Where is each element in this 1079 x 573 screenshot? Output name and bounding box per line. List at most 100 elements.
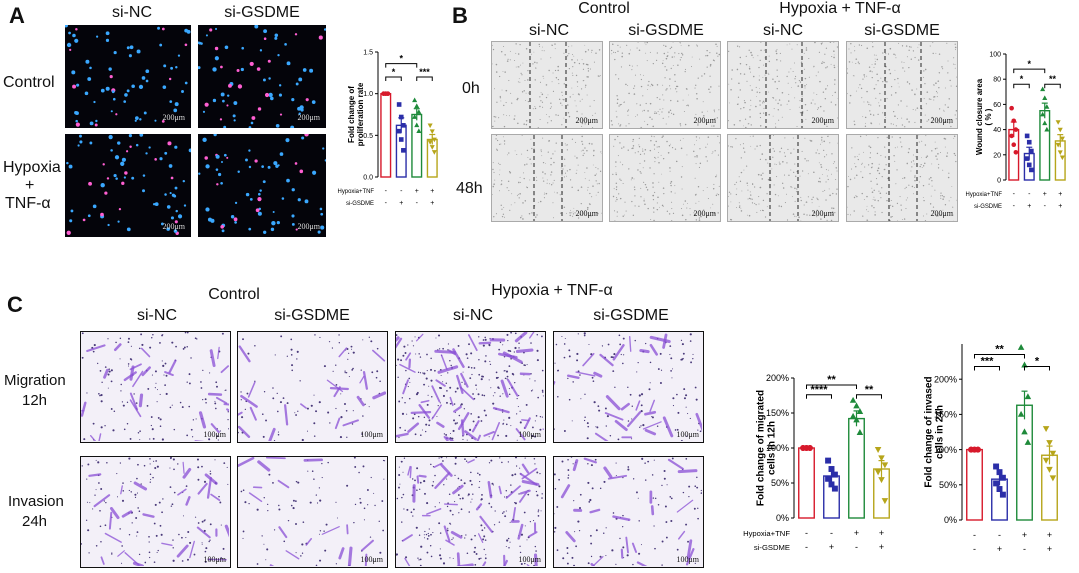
pore-dot	[438, 522, 441, 525]
pore-dot	[507, 537, 510, 540]
pore-dot	[416, 467, 419, 470]
cell-speck	[816, 197, 818, 199]
pore-dot	[587, 481, 590, 484]
cell-speck	[681, 214, 684, 217]
pore-dot	[205, 547, 208, 550]
cell-speck	[792, 213, 795, 215]
pore-dot	[267, 503, 269, 506]
cell-stain	[476, 434, 481, 442]
pore-dot	[190, 357, 192, 359]
pore-dot	[599, 555, 602, 558]
cell-stain	[372, 391, 387, 400]
significance-stars: *	[1035, 356, 1040, 368]
data-point	[401, 123, 406, 128]
cell-speck	[674, 148, 677, 150]
cell-speck	[590, 216, 592, 218]
pore-dot	[412, 515, 414, 517]
cell-speck	[716, 174, 718, 176]
pore-dot	[161, 438, 164, 441]
cell-speck	[775, 163, 777, 165]
cell-speck	[503, 125, 506, 128]
pore-dot	[492, 484, 494, 486]
cell-speck	[926, 213, 928, 215]
cell-speck	[517, 122, 519, 125]
cell-speck	[624, 201, 626, 203]
cell-speck	[510, 92, 512, 94]
pore-dot	[192, 419, 195, 421]
cell-speck	[662, 94, 664, 96]
pore-dot	[519, 421, 522, 424]
cell-speck	[642, 95, 644, 97]
cell-speck	[886, 98, 888, 100]
nucleus-dot	[177, 54, 181, 57]
cell-speck	[640, 196, 642, 198]
pore-dot	[316, 502, 319, 504]
nucleus-dot	[117, 141, 121, 145]
cell-speck	[912, 50, 915, 52]
significance-bracket	[416, 76, 433, 81]
nucleus-dot	[259, 49, 263, 52]
cell-speck	[784, 155, 786, 157]
pore-dot	[554, 526, 557, 529]
pore-dot	[182, 515, 184, 517]
cell-speck	[531, 147, 533, 150]
cell-speck	[524, 164, 526, 166]
cell-speck	[672, 65, 674, 67]
cell-speck	[885, 116, 886, 118]
pore-dot	[590, 542, 593, 545]
pore-dot	[541, 493, 543, 495]
condition-symbol: +	[854, 528, 859, 538]
cell-speck	[874, 211, 876, 213]
pore-dot	[254, 345, 256, 347]
pore-dot	[622, 354, 625, 356]
cell-speck	[763, 112, 765, 114]
pore-dot	[315, 410, 318, 413]
nucleus-dot	[75, 122, 80, 127]
pore-dot	[417, 415, 420, 418]
cell-speck	[754, 202, 756, 204]
nucleus-dot	[148, 146, 151, 149]
cell-speck	[818, 180, 820, 183]
cell-stain	[464, 430, 477, 441]
pore-dot	[419, 488, 421, 490]
cell-speck	[766, 193, 768, 195]
pore-dot	[313, 478, 315, 480]
cell-speck	[539, 45, 541, 47]
cell-speck	[772, 96, 774, 98]
pore-dot	[502, 344, 504, 346]
pore-dot	[152, 476, 154, 479]
nucleus-dot	[124, 93, 128, 97]
cell-speck	[515, 66, 517, 68]
pore-dot	[323, 365, 326, 368]
cell-speck	[853, 196, 856, 199]
pore-dot	[315, 494, 317, 496]
pore-dot	[92, 350, 95, 353]
pore-dot	[108, 368, 110, 370]
pore-dot	[340, 416, 343, 419]
cell-speck	[697, 122, 699, 124]
cell-speck	[658, 181, 660, 183]
cell-speck	[588, 203, 590, 205]
cell-speck	[760, 49, 762, 52]
cell-speck	[655, 140, 657, 143]
data-point	[828, 481, 835, 488]
cell-speck	[956, 199, 957, 201]
pore-dot	[128, 533, 131, 536]
cell-speck	[823, 61, 825, 64]
nucleus-dot	[222, 99, 225, 103]
pore-dot	[95, 544, 98, 547]
cell-speck	[922, 76, 924, 78]
cell-stain	[560, 484, 571, 499]
cell-speck	[801, 150, 803, 152]
pore-dot	[290, 338, 293, 341]
pore-dot	[493, 524, 496, 526]
cell-speck	[831, 153, 833, 155]
cell-speck	[697, 186, 700, 188]
pore-dot	[412, 508, 415, 511]
cell-speck	[874, 63, 876, 65]
pore-dot	[126, 401, 129, 404]
cell-speck	[540, 58, 542, 60]
cell-speck	[835, 178, 837, 181]
pore-dot	[415, 353, 417, 355]
cell-speck	[507, 58, 509, 60]
